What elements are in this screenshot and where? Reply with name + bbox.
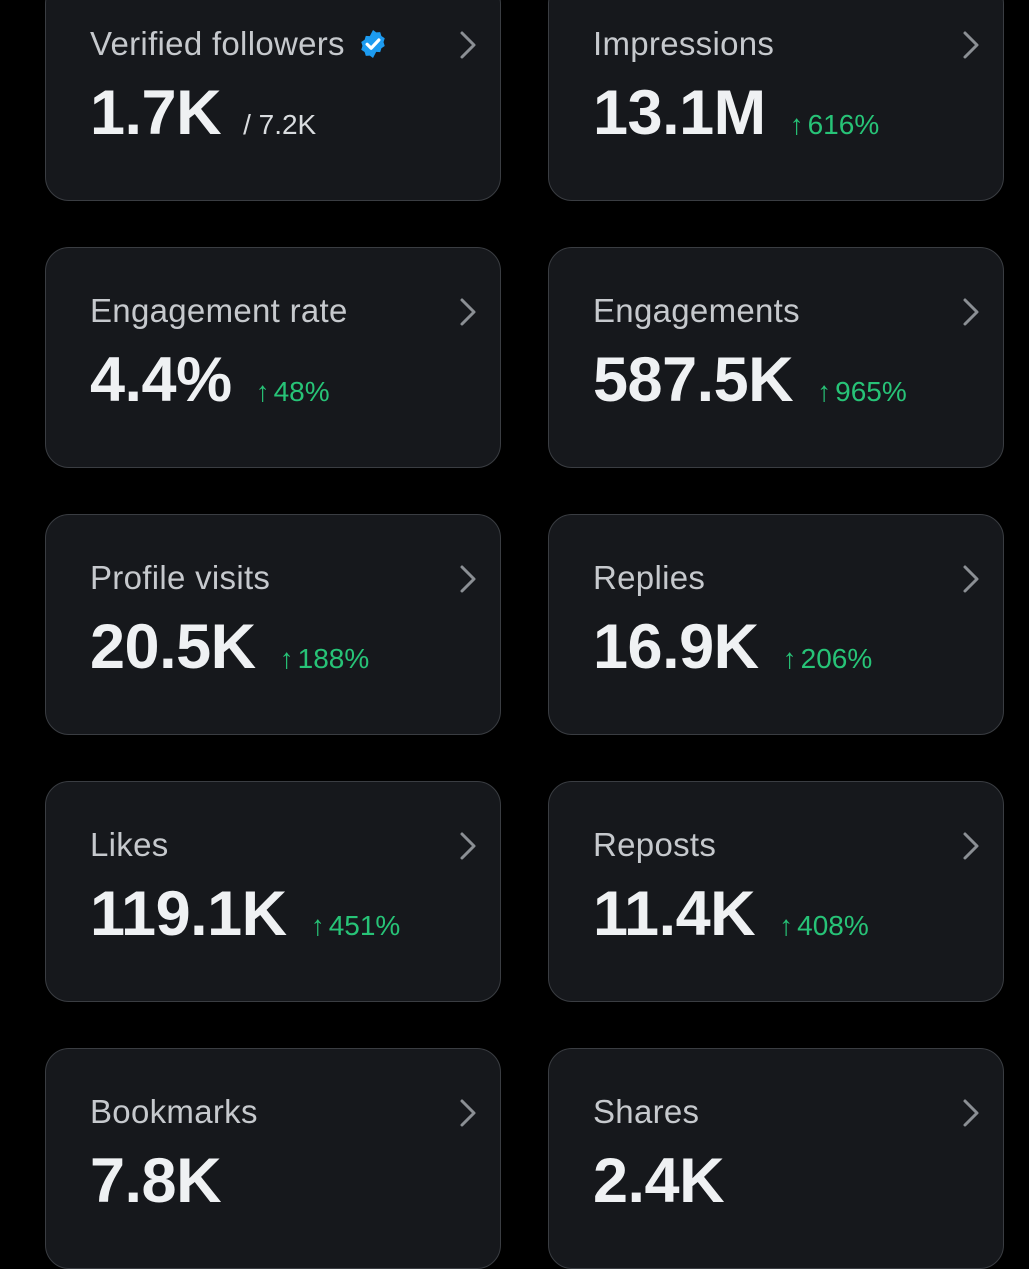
metric-title-row: Replies [593, 559, 705, 597]
metric-card-engagement-rate[interactable]: Engagement rate 4.4% ↑ 48% [45, 247, 501, 468]
metric-change: ↑ 616% [790, 109, 880, 141]
metric-change-percent: 965% [835, 376, 907, 407]
metric-title: Engagements [593, 292, 800, 329]
chevron-right-icon[interactable] [961, 296, 981, 328]
arrow-up-icon: ↑ [779, 910, 794, 941]
metric-title: Shares [593, 1093, 700, 1130]
metric-title-row: Profile visits [90, 559, 270, 597]
metric-value-row: 11.4K ↑ 408% [593, 878, 869, 950]
metric-title: Impressions [593, 25, 775, 62]
metric-total: / 7.2K [243, 109, 317, 140]
metric-value-row: 13.1M ↑ 616% [593, 77, 879, 149]
metric-change-percent: 408% [797, 910, 869, 941]
metric-card-shares[interactable]: Shares 2.4K [548, 1048, 1004, 1269]
metric-card-reposts[interactable]: Reposts 11.4K ↑ 408% [548, 781, 1004, 1002]
metric-title-row: Engagements [593, 292, 800, 330]
metric-title-row: Verified followers [90, 25, 389, 63]
chevron-right-icon[interactable] [961, 830, 981, 862]
metric-title: Replies [593, 559, 706, 596]
metric-card-engagements[interactable]: Engagements 587.5K ↑ 965% [548, 247, 1004, 468]
metric-title: Engagement rate [90, 292, 348, 329]
metric-value: 20.5K [90, 612, 256, 682]
chevron-right-icon[interactable] [458, 29, 478, 61]
metric-value: 13.1M [593, 78, 766, 148]
metric-change: ↑ 965% [817, 376, 907, 408]
metric-value-row: 1.7K / 7.2K [90, 77, 316, 149]
metric-title: Verified followers [90, 25, 345, 62]
metric-card-bookmarks[interactable]: Bookmarks 7.8K [45, 1048, 501, 1269]
metric-title: Bookmarks [90, 1093, 258, 1130]
metric-value-row: 587.5K ↑ 965% [593, 344, 907, 416]
metric-title-row: Bookmarks [90, 1093, 258, 1131]
metric-value: 587.5K [593, 345, 794, 415]
metric-value-row: 16.9K ↑ 206% [593, 611, 872, 683]
arrow-up-icon: ↑ [817, 376, 832, 407]
metric-value: 11.4K [593, 879, 756, 949]
metric-card-likes[interactable]: Likes 119.1K ↑ 451% [45, 781, 501, 1002]
chevron-right-icon[interactable] [458, 1097, 478, 1129]
arrow-up-icon: ↑ [255, 376, 270, 407]
arrow-up-icon: ↑ [789, 109, 804, 140]
metric-value-row: 119.1K ↑ 451% [90, 878, 400, 950]
metric-change: ↑ 451% [311, 910, 401, 942]
chevron-right-icon[interactable] [961, 563, 981, 595]
metric-title-row: Impressions [593, 25, 774, 63]
metric-title-row: Likes [90, 826, 169, 864]
metric-value-row: 2.4K [593, 1145, 725, 1217]
chevron-right-icon[interactable] [458, 296, 478, 328]
metric-change-percent: 451% [328, 910, 401, 941]
verified-badge-icon [361, 30, 385, 58]
chevron-right-icon[interactable] [458, 830, 478, 862]
metric-title-row: Shares [593, 1093, 699, 1131]
chevron-right-icon[interactable] [458, 563, 478, 595]
arrow-up-icon: ↑ [310, 910, 325, 941]
arrow-up-icon: ↑ [279, 643, 294, 674]
metric-change: ↑ 408% [779, 910, 869, 942]
metric-title-row: Engagement rate [90, 292, 348, 330]
metric-title: Reposts [593, 826, 717, 863]
metric-value: 4.4% [90, 345, 232, 415]
chevron-right-icon[interactable] [961, 1097, 981, 1129]
metric-change-percent: 48% [273, 376, 330, 407]
metric-value: 1.7K [90, 78, 222, 148]
metric-change-percent: 616% [807, 109, 880, 140]
metric-title: Profile visits [90, 559, 271, 596]
metric-title: Likes [90, 826, 169, 863]
metric-card-replies[interactable]: Replies 16.9K ↑ 206% [548, 514, 1004, 735]
metric-change: ↑ 188% [280, 643, 370, 675]
metric-value-row: 7.8K [90, 1145, 222, 1217]
metric-change-percent: 206% [800, 643, 873, 674]
metric-change: ↑ 206% [783, 643, 873, 675]
metric-value-row: 4.4% ↑ 48% [90, 344, 330, 416]
metric-value-row: 20.5K ↑ 188% [90, 611, 369, 683]
metric-card-impressions[interactable]: Impressions 13.1M ↑ 616% [548, 0, 1004, 201]
metric-change: ↑ 48% [256, 376, 330, 408]
metric-value: 2.4K [593, 1146, 725, 1216]
metric-card-profile-visits[interactable]: Profile visits 20.5K ↑ 188% [45, 514, 501, 735]
metric-value: 16.9K [593, 612, 759, 682]
metric-card-verified-followers[interactable]: Verified followers 1.7K / 7.2K [45, 0, 501, 201]
metric-value: 7.8K [90, 1146, 222, 1216]
chevron-right-icon[interactable] [961, 29, 981, 61]
metric-title-row: Reposts [593, 826, 716, 864]
metric-change-percent: 188% [297, 643, 370, 674]
metric-value: 119.1K [90, 879, 287, 949]
arrow-up-icon: ↑ [782, 643, 797, 674]
